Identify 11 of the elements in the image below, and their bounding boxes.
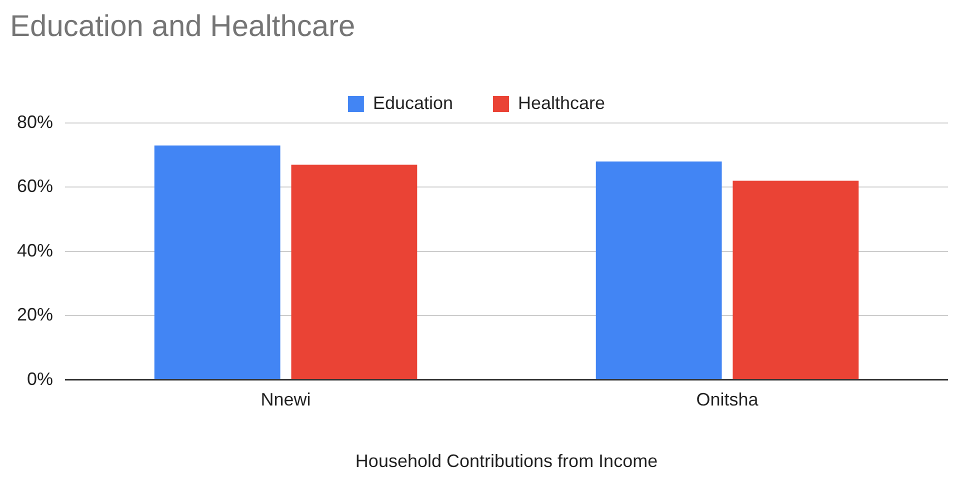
- x-axis-title: Household Contributions from Income: [355, 451, 658, 472]
- legend-label: Healthcare: [518, 92, 606, 113]
- y-tick-label: 60%: [16, 176, 54, 196]
- x-tick-label: Nnewi: [260, 390, 311, 410]
- y-tick-label: 20%: [16, 304, 54, 325]
- chart-title: Education and Healthcare: [10, 10, 356, 44]
- x-tick-label: Onitsha: [696, 390, 760, 410]
- y-tick-label: 80%: [16, 112, 54, 132]
- legend-label: Education: [372, 92, 454, 113]
- y-tick-label: 40%: [16, 240, 54, 260]
- y-tick-label: 0%: [27, 368, 54, 389]
